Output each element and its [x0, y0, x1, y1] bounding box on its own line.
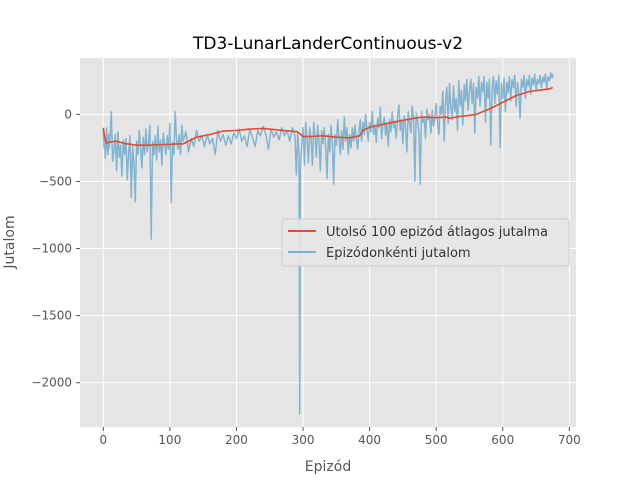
series-layer: [102, 72, 555, 415]
x-axis-ticks: 0 100 200 300 400 500 600 700: [99, 427, 581, 447]
series-line-average-reward: [102, 86, 554, 146]
legend-label-avg: Utolsó 100 epizód átlagos jutalma: [326, 225, 548, 240]
y-tick-label: −1000: [31, 242, 72, 256]
y-tick-label: 0: [64, 107, 72, 121]
legend-box: [281, 218, 570, 267]
series-line-episode-reward: [102, 72, 555, 415]
y-tick-label: −500: [39, 174, 72, 188]
x-tick-label: 200: [225, 433, 248, 447]
y-axis-label: Jutalom: [2, 215, 18, 269]
legend: Utolsó 100 epizód átlagos jutalma Epizód…: [281, 218, 570, 267]
x-tick-label: 700: [558, 433, 581, 447]
y-tick-label: −2000: [31, 376, 72, 390]
x-tick-label: 400: [358, 433, 381, 447]
x-tick-label: 600: [491, 433, 514, 447]
y-axis-ticks: 0 −500 −1000 −1500 −2000: [31, 107, 80, 390]
x-tick-label: 0: [99, 433, 107, 447]
chart-title: TD3-LunarLanderContinuous-v2: [192, 34, 463, 54]
x-tick-label: 100: [158, 433, 181, 447]
x-tick-label: 500: [425, 433, 448, 447]
x-tick-label: 300: [292, 433, 315, 447]
y-tick-label: −1500: [31, 309, 72, 323]
x-axis-label: Epizód: [305, 459, 351, 475]
legend-label-episode: Epizódonkénti jutalom: [326, 246, 471, 261]
